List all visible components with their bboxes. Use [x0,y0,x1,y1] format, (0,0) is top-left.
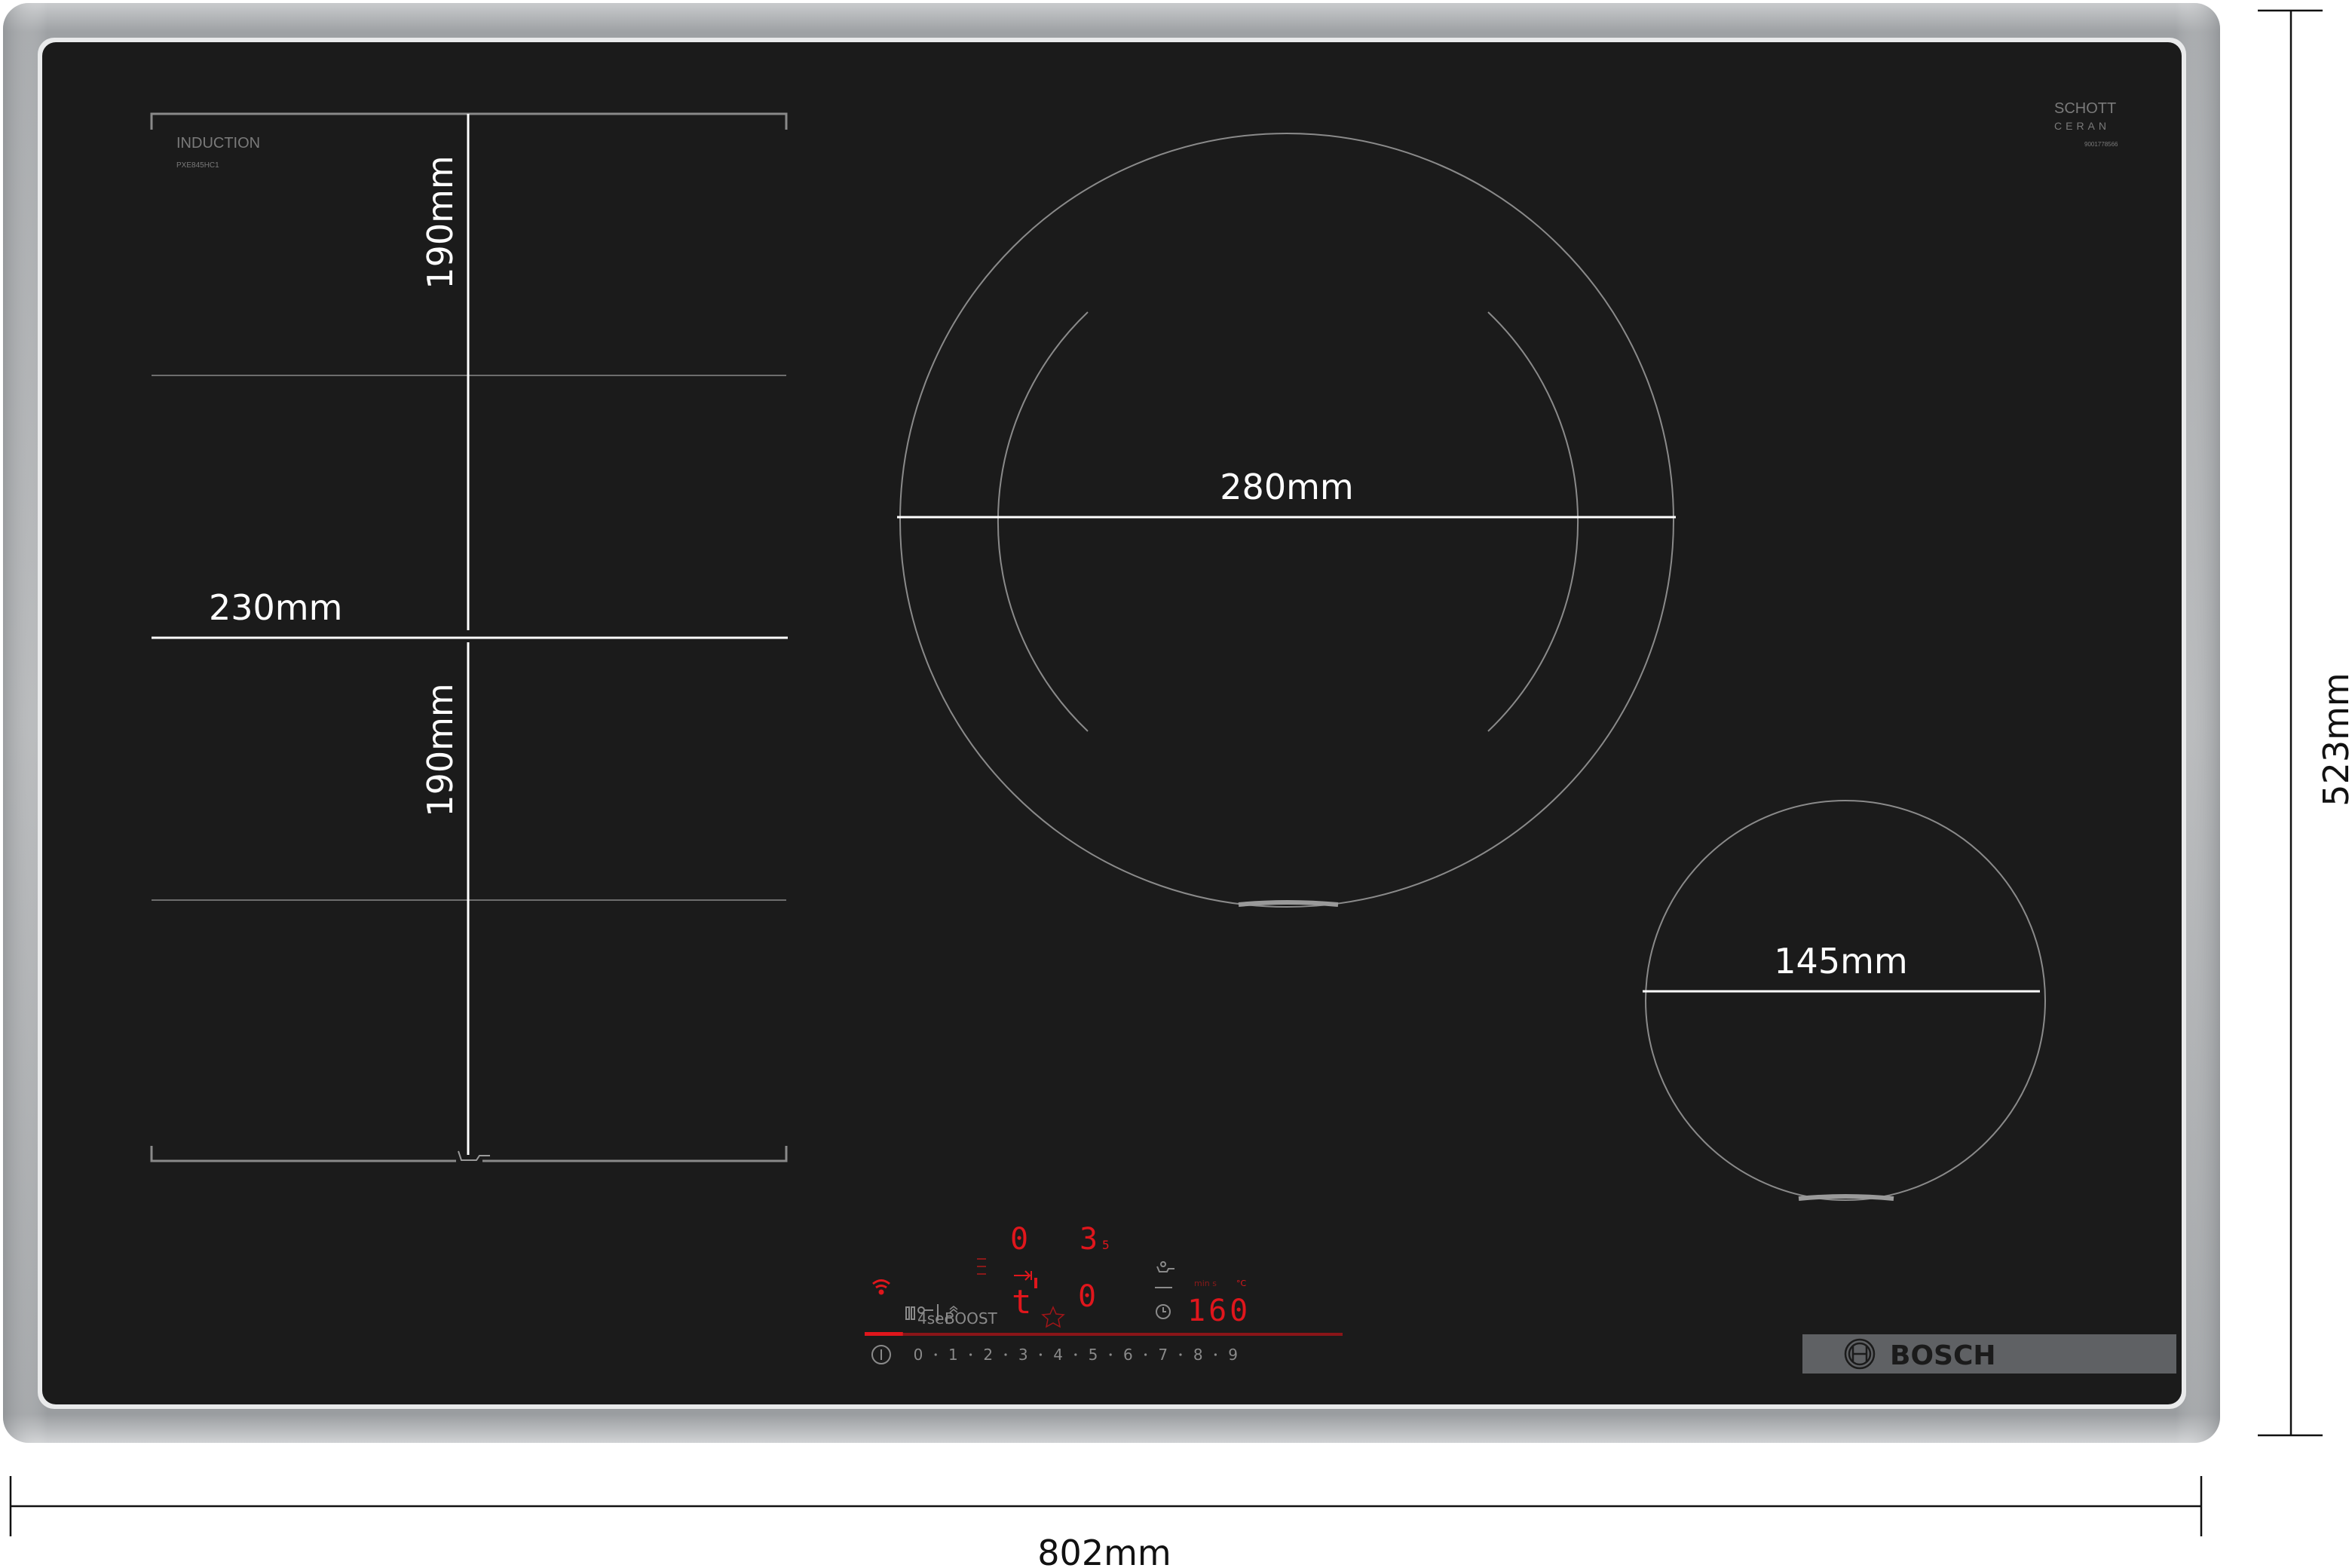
power-slider-track[interactable] [865,1333,1343,1336]
lock-duration-label: 4sec [917,1309,952,1328]
power-level-1[interactable]: 1 [948,1346,958,1364]
brand-name: BOSCH [1890,1340,1996,1371]
timer-units-label: min s [1194,1279,1217,1288]
timer-clock-icon[interactable] [1156,1304,1171,1319]
power-level-7[interactable]: 7 [1158,1346,1168,1364]
display-bottom-right: 0 [1078,1279,1096,1314]
power-level-8[interactable]: 8 [1193,1346,1203,1364]
display-top-right-sub: 5 [1102,1238,1110,1252]
level-separator-dot [1109,1353,1112,1356]
small-zone-label: 145mm [1774,941,1907,982]
glass-surface [42,42,2182,1404]
level-separator-dot [1039,1353,1042,1356]
level-separator-dot [1074,1353,1077,1356]
power-level-4[interactable]: 4 [1053,1346,1063,1364]
flex-zone-indicator-icon [977,1258,986,1275]
display-top-right: 3 [1080,1222,1098,1257]
favorite-star-icon[interactable] [1041,1306,1065,1328]
display-bottom-left: t [1012,1283,1032,1321]
depth-label: 523mm [2316,672,2352,806]
flex-zone [150,112,788,1162]
brand-bar: BOSCH [1802,1334,2176,1374]
flex-bottom-depth-label: 190mm [420,683,461,816]
flex-width-label: 230mm [209,587,342,628]
level-separator-dot [1004,1353,1007,1356]
bosch-logo-icon [1844,1338,1876,1370]
child-lock-icon[interactable] [905,1306,933,1320]
power-button[interactable] [871,1345,891,1364]
width-label: 802mm [1037,1533,1171,1568]
large-cooking-zone [897,133,1676,908]
flex-top-depth-label: 190mm [420,155,461,289]
schott-logo: SCHOTT [2054,100,2116,117]
thermometer-icon [1034,1278,1037,1288]
display-top-left: 0 [1010,1222,1028,1257]
level-separator-dot [934,1353,937,1356]
level-separator-dot [1144,1353,1147,1356]
power-level-scale[interactable]: 0 1 2 3 4 5 6 7 8 9 [914,1346,1238,1364]
power-level-9[interactable]: 9 [1228,1346,1238,1364]
width-dimension [9,1476,2203,1536]
level-separator-dot [969,1353,972,1356]
timer-display: 160 [1187,1294,1251,1328]
temp-unit-label: °C [1236,1279,1247,1288]
level-separator-dot [1214,1353,1217,1356]
wifi-icon[interactable] [872,1279,890,1295]
large-zone-label: 280mm [1220,467,1353,507]
power-level-0[interactable]: 0 [914,1346,923,1364]
boost-icon[interactable] [949,1306,958,1313]
pan-sensor-icon[interactable] [1156,1261,1174,1272]
move-arrow-icon [1014,1270,1032,1281]
power-level-6[interactable]: 6 [1123,1346,1133,1364]
ceran-logo: CERAN [2054,120,2110,132]
boost-label[interactable]: BOOST [945,1309,998,1328]
pan-sensor-icon [458,1150,490,1161]
power-level-5[interactable]: 5 [1089,1346,1098,1364]
glass-code: 9001778566 [2084,141,2118,148]
level-separator-dot [1179,1353,1182,1356]
depth-dimension [2258,9,2323,1437]
power-level-2[interactable]: 2 [983,1346,993,1364]
power-level-3[interactable]: 3 [1018,1346,1028,1364]
power-slider-fill[interactable] [865,1332,903,1336]
model-label: PXE845HC1 [176,161,219,170]
small-cooking-zone [1643,800,2046,1201]
control-panel: 4sec BOOST 0 3 5 t 0 min s °C 160 0 1 2 3 4 5… [865,1222,1343,1364]
induction-label: INDUCTION [176,135,260,152]
